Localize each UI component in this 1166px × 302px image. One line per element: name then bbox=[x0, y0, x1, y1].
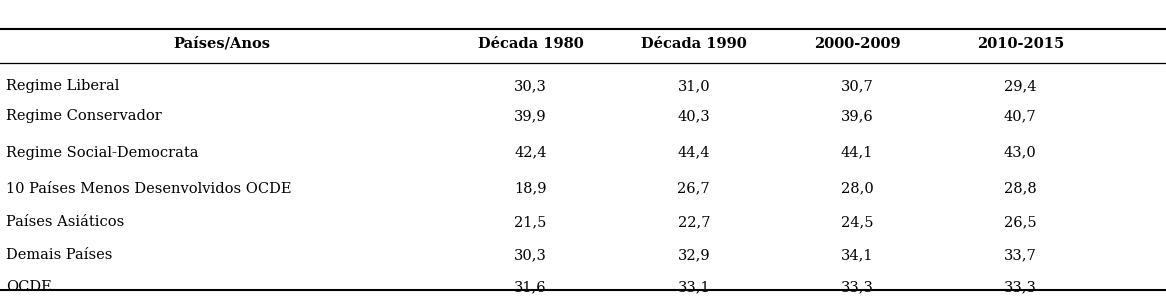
Text: 31,0: 31,0 bbox=[677, 79, 710, 93]
Text: 44,1: 44,1 bbox=[841, 146, 873, 159]
Text: 30,3: 30,3 bbox=[514, 79, 547, 93]
Text: Década 1990: Década 1990 bbox=[641, 37, 746, 51]
Text: 34,1: 34,1 bbox=[841, 248, 873, 262]
Text: 33,3: 33,3 bbox=[1004, 280, 1037, 294]
Text: 2010-2015: 2010-2015 bbox=[977, 37, 1063, 51]
Text: 33,7: 33,7 bbox=[1004, 248, 1037, 262]
Text: OCDE: OCDE bbox=[6, 280, 51, 294]
Text: 44,4: 44,4 bbox=[677, 146, 710, 159]
Text: Países/Anos: Países/Anos bbox=[173, 37, 271, 51]
Text: 33,1: 33,1 bbox=[677, 280, 710, 294]
Text: 28,0: 28,0 bbox=[841, 182, 873, 196]
Text: 26,7: 26,7 bbox=[677, 182, 710, 196]
Text: Regime Liberal: Regime Liberal bbox=[6, 79, 119, 93]
Text: Países Asiáticos: Países Asiáticos bbox=[6, 215, 124, 229]
Text: 42,4: 42,4 bbox=[514, 146, 547, 159]
Text: 30,3: 30,3 bbox=[514, 248, 547, 262]
Text: 31,6: 31,6 bbox=[514, 280, 547, 294]
Text: 22,7: 22,7 bbox=[677, 215, 710, 229]
Text: 2000-2009: 2000-2009 bbox=[814, 37, 900, 51]
Text: Regime Social-Democrata: Regime Social-Democrata bbox=[6, 146, 198, 159]
Text: 40,7: 40,7 bbox=[1004, 109, 1037, 123]
Text: 40,3: 40,3 bbox=[677, 109, 710, 123]
Text: 30,7: 30,7 bbox=[841, 79, 873, 93]
Text: 24,5: 24,5 bbox=[841, 215, 873, 229]
Text: 43,0: 43,0 bbox=[1004, 146, 1037, 159]
Text: Demais Países: Demais Países bbox=[6, 248, 112, 262]
Text: 33,3: 33,3 bbox=[841, 280, 873, 294]
Text: 10 Países Menos Desenvolvidos OCDE: 10 Países Menos Desenvolvidos OCDE bbox=[6, 182, 292, 196]
Text: 26,5: 26,5 bbox=[1004, 215, 1037, 229]
Text: 21,5: 21,5 bbox=[514, 215, 547, 229]
Text: 18,9: 18,9 bbox=[514, 182, 547, 196]
Text: 28,8: 28,8 bbox=[1004, 182, 1037, 196]
Text: 39,6: 39,6 bbox=[841, 109, 873, 123]
Text: 32,9: 32,9 bbox=[677, 248, 710, 262]
Text: Regime Conservador: Regime Conservador bbox=[6, 109, 162, 123]
Text: 29,4: 29,4 bbox=[1004, 79, 1037, 93]
Text: 39,9: 39,9 bbox=[514, 109, 547, 123]
Text: Década 1980: Década 1980 bbox=[478, 37, 583, 51]
